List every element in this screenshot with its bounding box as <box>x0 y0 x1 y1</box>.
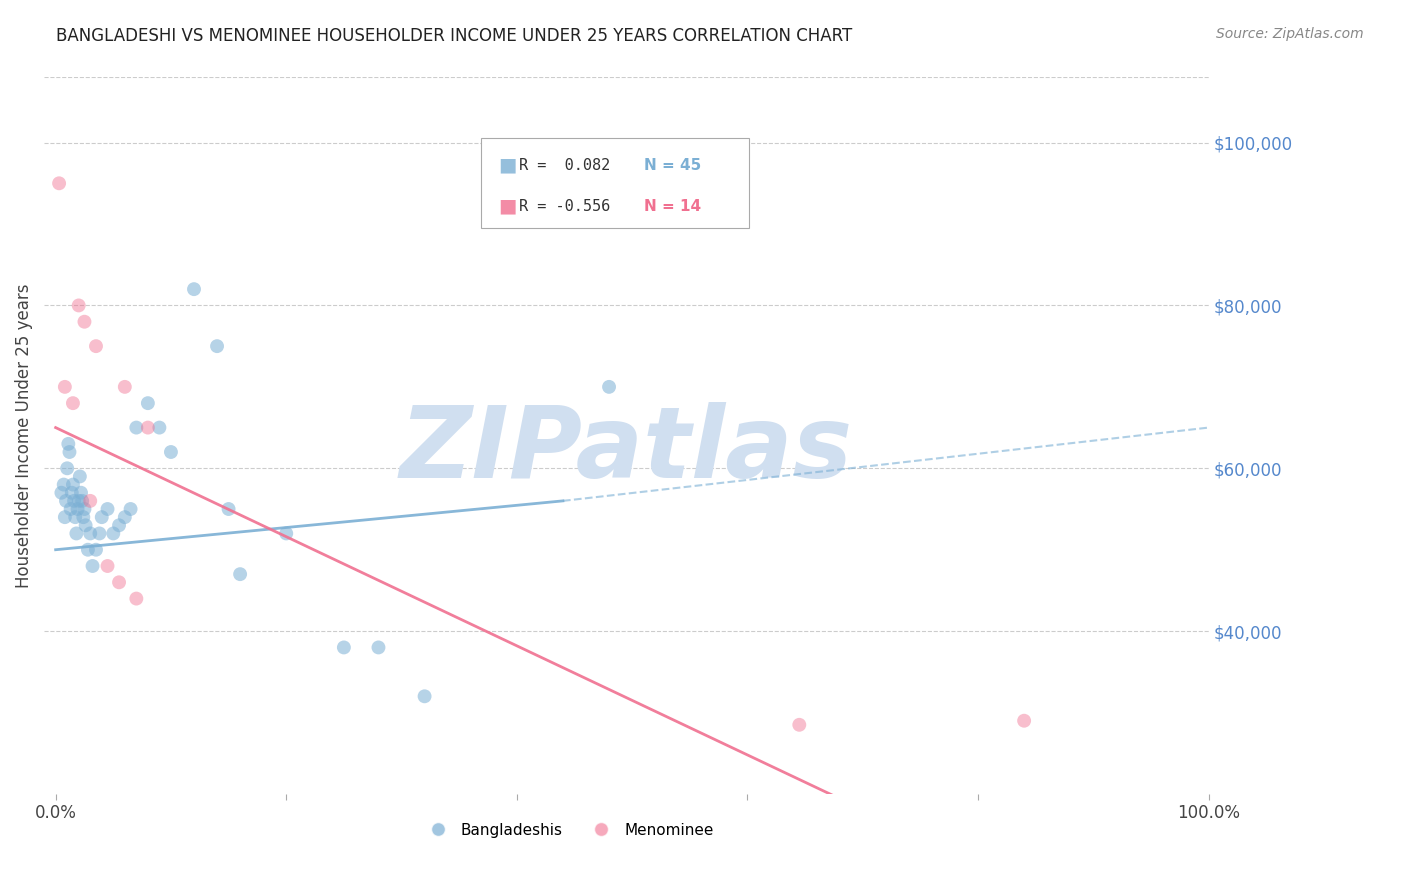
Point <box>58 445 80 459</box>
Point <box>79 526 101 541</box>
Text: ZIPatlas: ZIPatlas <box>399 401 853 499</box>
Point <box>136 396 159 410</box>
Y-axis label: Householder Income Under 25 years: Householder Income Under 25 years <box>15 284 32 588</box>
Point <box>66 502 89 516</box>
Point <box>56 461 79 475</box>
Point <box>276 526 298 541</box>
Point <box>598 380 620 394</box>
Point <box>136 420 159 434</box>
Point <box>67 494 90 508</box>
Point <box>114 380 136 394</box>
Point <box>89 526 111 541</box>
Point <box>59 502 82 516</box>
Point <box>183 282 205 296</box>
Point <box>84 339 107 353</box>
Point <box>90 510 112 524</box>
Point <box>333 640 356 655</box>
Point <box>65 526 87 541</box>
Point <box>70 485 93 500</box>
Point <box>82 559 104 574</box>
Point <box>53 380 76 394</box>
Text: ■: ■ <box>498 155 516 175</box>
Point <box>120 502 142 516</box>
Point <box>114 510 136 524</box>
Text: Source: ZipAtlas.com: Source: ZipAtlas.com <box>1216 27 1364 41</box>
Point <box>63 494 86 508</box>
Point <box>367 640 389 655</box>
Point <box>52 477 75 491</box>
Text: BANGLADESHI VS MENOMINEE HOUSEHOLDER INCOME UNDER 25 YEARS CORRELATION CHART: BANGLADESHI VS MENOMINEE HOUSEHOLDER INC… <box>56 27 852 45</box>
Point <box>67 298 90 312</box>
Point <box>79 494 101 508</box>
FancyBboxPatch shape <box>481 138 748 228</box>
Point <box>1012 714 1035 728</box>
Point <box>55 494 77 508</box>
Point <box>84 542 107 557</box>
Text: N = 45: N = 45 <box>644 158 702 172</box>
Point <box>75 518 97 533</box>
Point <box>62 396 84 410</box>
Point <box>413 690 436 704</box>
Point <box>51 485 73 500</box>
Point <box>73 502 96 516</box>
Point <box>73 315 96 329</box>
Point <box>60 485 83 500</box>
Point <box>53 510 76 524</box>
Point <box>148 420 170 434</box>
Point <box>96 502 118 516</box>
Point <box>58 437 80 451</box>
Point <box>787 718 810 732</box>
Point <box>103 526 125 541</box>
Point <box>77 542 100 557</box>
Point <box>229 567 252 582</box>
Point <box>205 339 228 353</box>
Point <box>125 591 148 606</box>
Point <box>108 518 131 533</box>
Text: N = 14: N = 14 <box>644 199 702 214</box>
Text: ■: ■ <box>498 197 516 216</box>
Point <box>70 494 93 508</box>
Point <box>72 510 94 524</box>
Legend: Bangladeshis, Menominee: Bangladeshis, Menominee <box>416 816 720 844</box>
Point <box>62 477 84 491</box>
Point <box>69 469 91 483</box>
Point <box>125 420 148 434</box>
Point <box>108 575 131 590</box>
Point <box>65 510 87 524</box>
Point <box>160 445 183 459</box>
Text: R =  0.082: R = 0.082 <box>519 158 610 172</box>
Point <box>96 559 118 574</box>
Point <box>48 176 70 190</box>
Text: R = -0.556: R = -0.556 <box>519 199 610 214</box>
Point <box>218 502 240 516</box>
